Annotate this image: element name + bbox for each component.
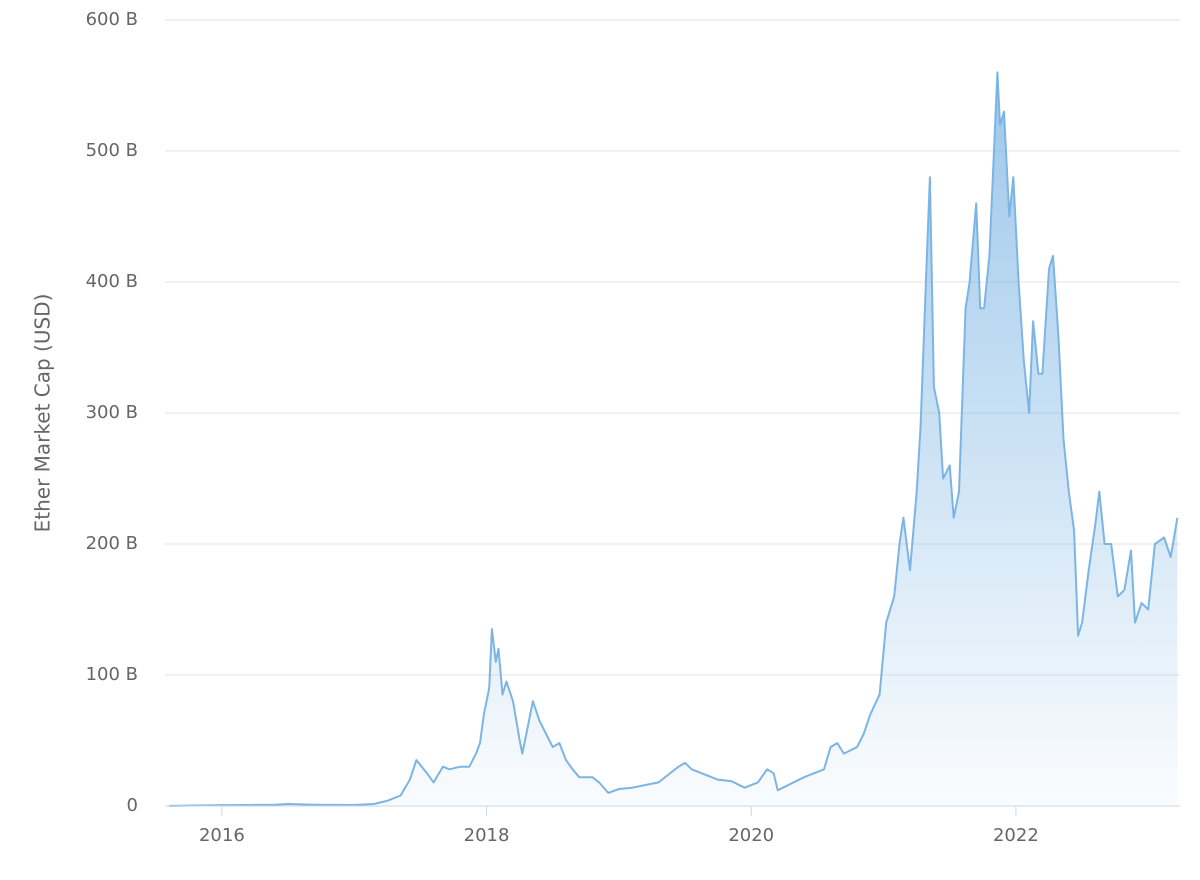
y-axis-title: Ether Market Cap (USD) [31,294,55,533]
y-tick-label: 300 B [86,402,138,423]
y-tick-label: 500 B [86,140,138,161]
x-tick-label: 2018 [464,825,510,846]
x-tick-label: 2020 [728,825,774,846]
x-tick-label: 2022 [993,825,1039,846]
y-tick-label: 600 B [86,9,138,30]
y-tick-label: 200 B [86,533,138,554]
area-fill [169,72,1178,806]
x-tick-label: 2016 [199,825,245,846]
y-tick-label: 400 B [86,271,138,292]
y-tick-label: 0 [127,795,138,816]
y-tick-label: 100 B [86,664,138,685]
plot-area [168,71,1179,807]
grid [165,19,1180,807]
axes: 0 100 B 200 B 300 B 400 B 500 B 600 B 2016 2018 2… [86,9,1180,846]
area-line [168,71,1179,807]
